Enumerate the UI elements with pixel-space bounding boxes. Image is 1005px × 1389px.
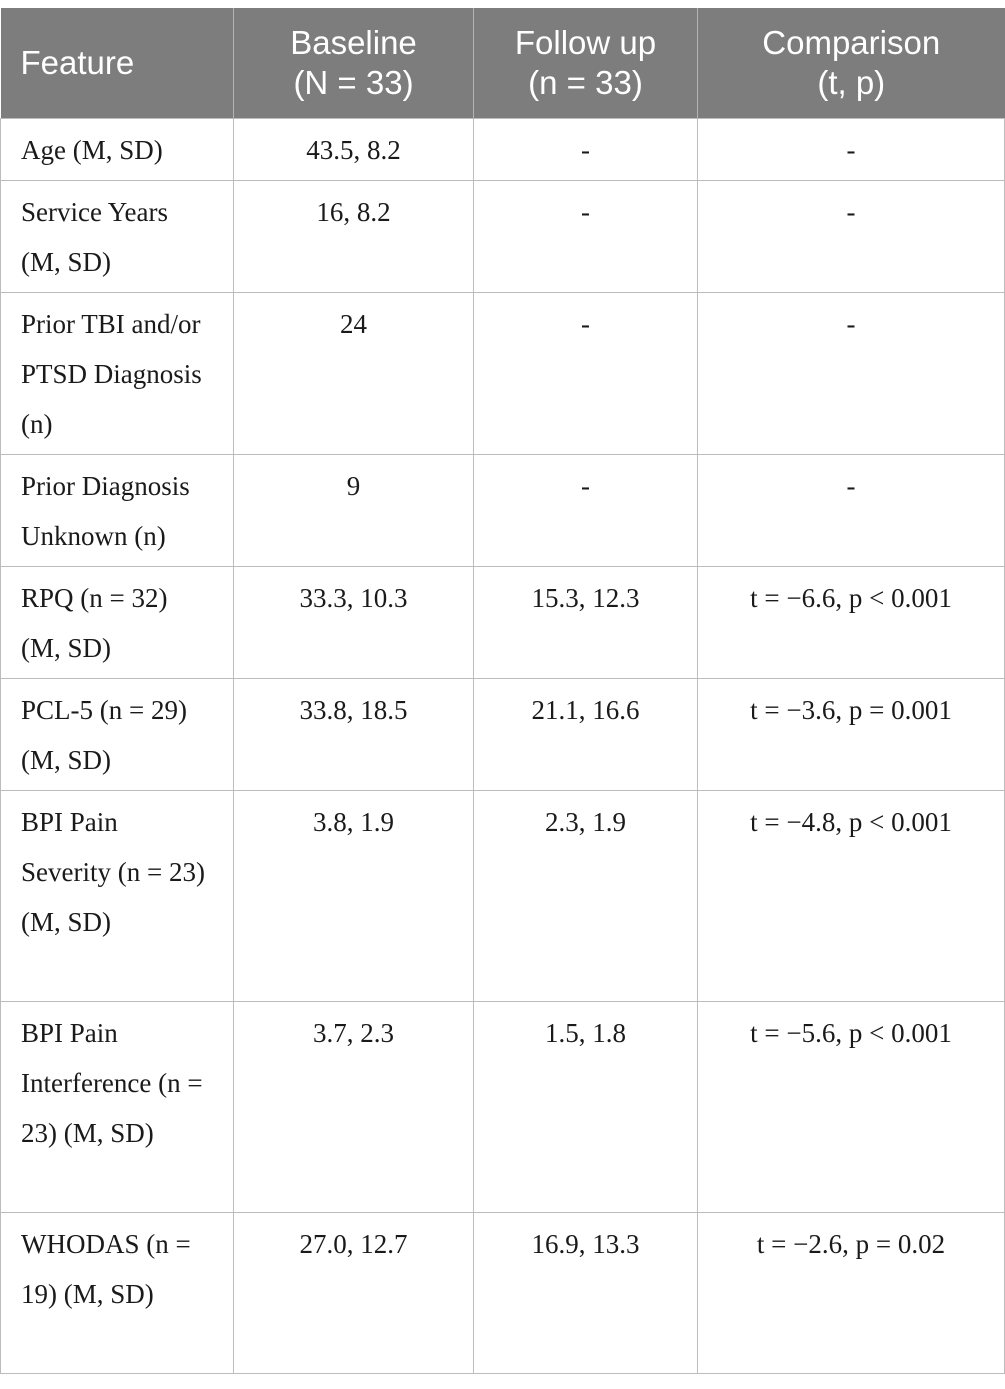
comparison-cell: - [697,291,1005,455]
header-feature: Feature [0,8,234,118]
feature-cell: PCL-5 (n = 29) (M, SD) [0,677,234,791]
followup-cell: 15.3, 12.3 [473,565,698,679]
comparison-cell: - [697,179,1005,293]
table-body: Age (M, SD) 43.5, 8.2 - - Service Years … [0,117,1005,1374]
feature-cell: Age (M, SD) [0,117,234,181]
followup-cell: - [473,179,698,293]
comparison-cell: t = −4.8, p < 0.001 [697,789,1005,1002]
baseline-cell: 3.8, 1.9 [233,789,474,1002]
baseline-cell: 9 [233,453,474,567]
baseline-cell: 24 [233,291,474,455]
comparison-cell: t = −5.6, p < 0.001 [697,1000,1005,1213]
followup-cell: - [473,117,698,181]
table-row: PCL-5 (n = 29) (M, SD) 33.8, 18.5 21.1, … [0,677,1005,791]
baseline-cell: 43.5, 8.2 [233,117,474,181]
comparison-cell: - [697,117,1005,181]
table-row: Prior Diagnosis Unknown (n) 9 - - [0,453,1005,567]
baseline-cell: 3.7, 2.3 [233,1000,474,1213]
comparison-cell: - [697,453,1005,567]
followup-cell: 21.1, 16.6 [473,677,698,791]
feature-cell: Prior Diagnosis Unknown (n) [0,453,234,567]
followup-cell: 16.9, 13.3 [473,1211,698,1374]
header-comparison: Comparison (t, p) [697,8,1005,118]
table-row: Service Years (M, SD) 16, 8.2 - - [0,179,1005,293]
baseline-cell: 33.3, 10.3 [233,565,474,679]
baseline-cell: 33.8, 18.5 [233,677,474,791]
header-baseline: Baseline (N = 33) [233,8,474,118]
followup-cell: - [473,453,698,567]
baseline-cell: 16, 8.2 [233,179,474,293]
table-row: WHODAS (n = 19) (M, SD) 27.0, 12.7 16.9,… [0,1211,1005,1374]
feature-cell: RPQ (n = 32) (M, SD) [0,565,234,679]
followup-cell: - [473,291,698,455]
results-table: Feature Baseline (N = 33) Follow up (n =… [0,8,1005,1374]
table-row: BPI Pain Interference (n = 23) (M, SD) 3… [0,1000,1005,1213]
table-row: Age (M, SD) 43.5, 8.2 - - [0,117,1005,181]
table-row: RPQ (n = 32) (M, SD) 33.3, 10.3 15.3, 12… [0,565,1005,679]
feature-cell: WHODAS (n = 19) (M, SD) [0,1211,234,1374]
feature-cell: Prior TBI and/or PTSD Diagnosis (n) [0,291,234,455]
followup-cell: 1.5, 1.8 [473,1000,698,1213]
table-row: Prior TBI and/or PTSD Diagnosis (n) 24 -… [0,291,1005,455]
comparison-cell: t = −6.6, p < 0.001 [697,565,1005,679]
table-header: Feature Baseline (N = 33) Follow up (n =… [0,8,1005,118]
baseline-cell: 27.0, 12.7 [233,1211,474,1374]
feature-cell: Service Years (M, SD) [0,179,234,293]
table-row: BPI Pain Severity (n = 23) (M, SD) 3.8, … [0,789,1005,1002]
feature-cell: BPI Pain Severity (n = 23) (M, SD) [0,789,234,1002]
comparison-cell: t = −3.6, p = 0.001 [697,677,1005,791]
followup-cell: 2.3, 1.9 [473,789,698,1002]
feature-cell: BPI Pain Interference (n = 23) (M, SD) [0,1000,234,1213]
comparison-cell: t = −2.6, p = 0.02 [697,1211,1005,1374]
header-row: Feature Baseline (N = 33) Follow up (n =… [0,8,1005,118]
header-follow-up: Follow up (n = 33) [473,8,698,118]
